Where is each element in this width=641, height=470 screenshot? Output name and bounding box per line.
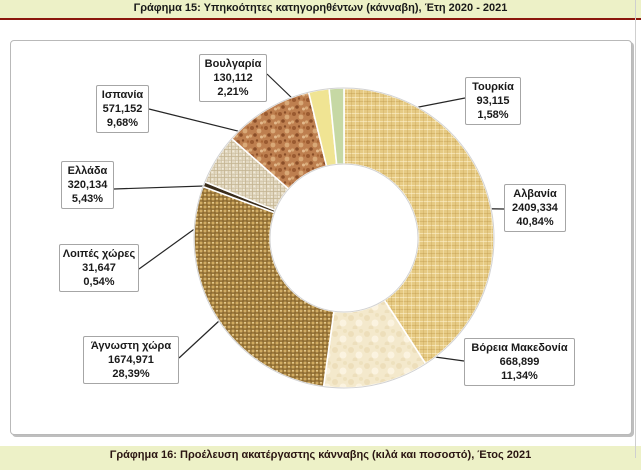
- callout-albania-pct: 40,84%: [516, 216, 554, 228]
- callout-other-countries-pct: 0,54%: [83, 276, 115, 288]
- callout-spain: Ισπανία 571,152 9,68%: [96, 85, 149, 133]
- callout-bulgaria-pct: 2,21%: [217, 86, 249, 98]
- callout-other-countries-label: Λοιπές χώρες: [62, 248, 136, 260]
- chart-frame: Αλβανία 2409,334 40,84% Βόρεια Μακεδονία 668…: [10, 40, 632, 435]
- callout-turkey-value: 93,115: [476, 95, 510, 107]
- callout-other-countries-value: 31,647: [82, 262, 116, 274]
- callout-bulgaria-value: 130,112: [213, 72, 253, 84]
- chart16-title: Γράφημα 16: Προέλευση ακατέργαστης κάννα…: [109, 449, 532, 461]
- chart16-title-band: Γράφημα 16: Προέλευση ακατέργαστης κάννα…: [0, 446, 641, 470]
- callout-turkey-label: Τουρκία: [472, 81, 514, 93]
- callout-spain-pct: 9,68%: [106, 117, 139, 129]
- callout-albania-label: Αλβανία: [513, 188, 557, 200]
- slice-unknown-country: [193, 185, 335, 388]
- donut-outer-rim: [193, 87, 495, 389]
- callout-unknown-country-label: Άγνωστη χώρα: [90, 340, 172, 352]
- callout-north-macedonia-pct: 11,34%: [501, 370, 538, 382]
- donut-slices: [193, 87, 495, 389]
- callout-north-macedonia-value: 668,899: [499, 356, 540, 368]
- chart15-title-band: Γράφημα 15: Υπηκοότητες κατηγορηθέντων (…: [0, 0, 641, 20]
- callout-spain-value: 571,152: [102, 103, 143, 115]
- callout-spain-label: Ισπανία: [101, 89, 144, 101]
- callout-greece-pct: 5,43%: [71, 193, 104, 205]
- donut-chart: [113, 73, 505, 389]
- callout-albania-value: 2409,334: [512, 202, 558, 214]
- ring-outlines: [193, 87, 495, 389]
- callout-albania: Αλβανία 2409,334 40,84%: [504, 184, 566, 232]
- callout-greece-value: 320,134: [67, 179, 108, 191]
- callout-turkey: Τουρκία 93,115 1,58%: [465, 77, 521, 125]
- callout-other-countries: Λοιπές χώρες 31,647 0,54%: [59, 244, 139, 292]
- callout-bulgaria-label: Βουλγαρία: [204, 58, 262, 70]
- callout-turkey-pct: 1,58%: [477, 109, 509, 121]
- callout-unknown-country-pct: 28,39%: [112, 368, 150, 380]
- chart15-title: Γράφημα 15: Υπηκοότητες κατηγορηθέντων (…: [133, 2, 508, 14]
- callout-north-macedonia: Βόρεια Μακεδονία 668,899 11,34%: [464, 338, 575, 386]
- callout-unknown-country: Άγνωστη χώρα 1674,971 28,39%: [83, 336, 179, 384]
- callout-greece-label: Ελλάδα: [67, 165, 108, 177]
- callout-greece: Ελλάδα 320,134 5,43%: [61, 161, 114, 209]
- callout-north-macedonia-label: Βόρεια Μακεδονία: [471, 342, 568, 354]
- page-edge-line: [635, 0, 636, 458]
- callout-bulgaria: Βουλγαρία 130,112 2,21%: [199, 54, 267, 102]
- donut-inner-rim: [269, 163, 419, 313]
- callout-unknown-country-value: 1674,971: [108, 354, 154, 366]
- leader-lines: [113, 73, 505, 362]
